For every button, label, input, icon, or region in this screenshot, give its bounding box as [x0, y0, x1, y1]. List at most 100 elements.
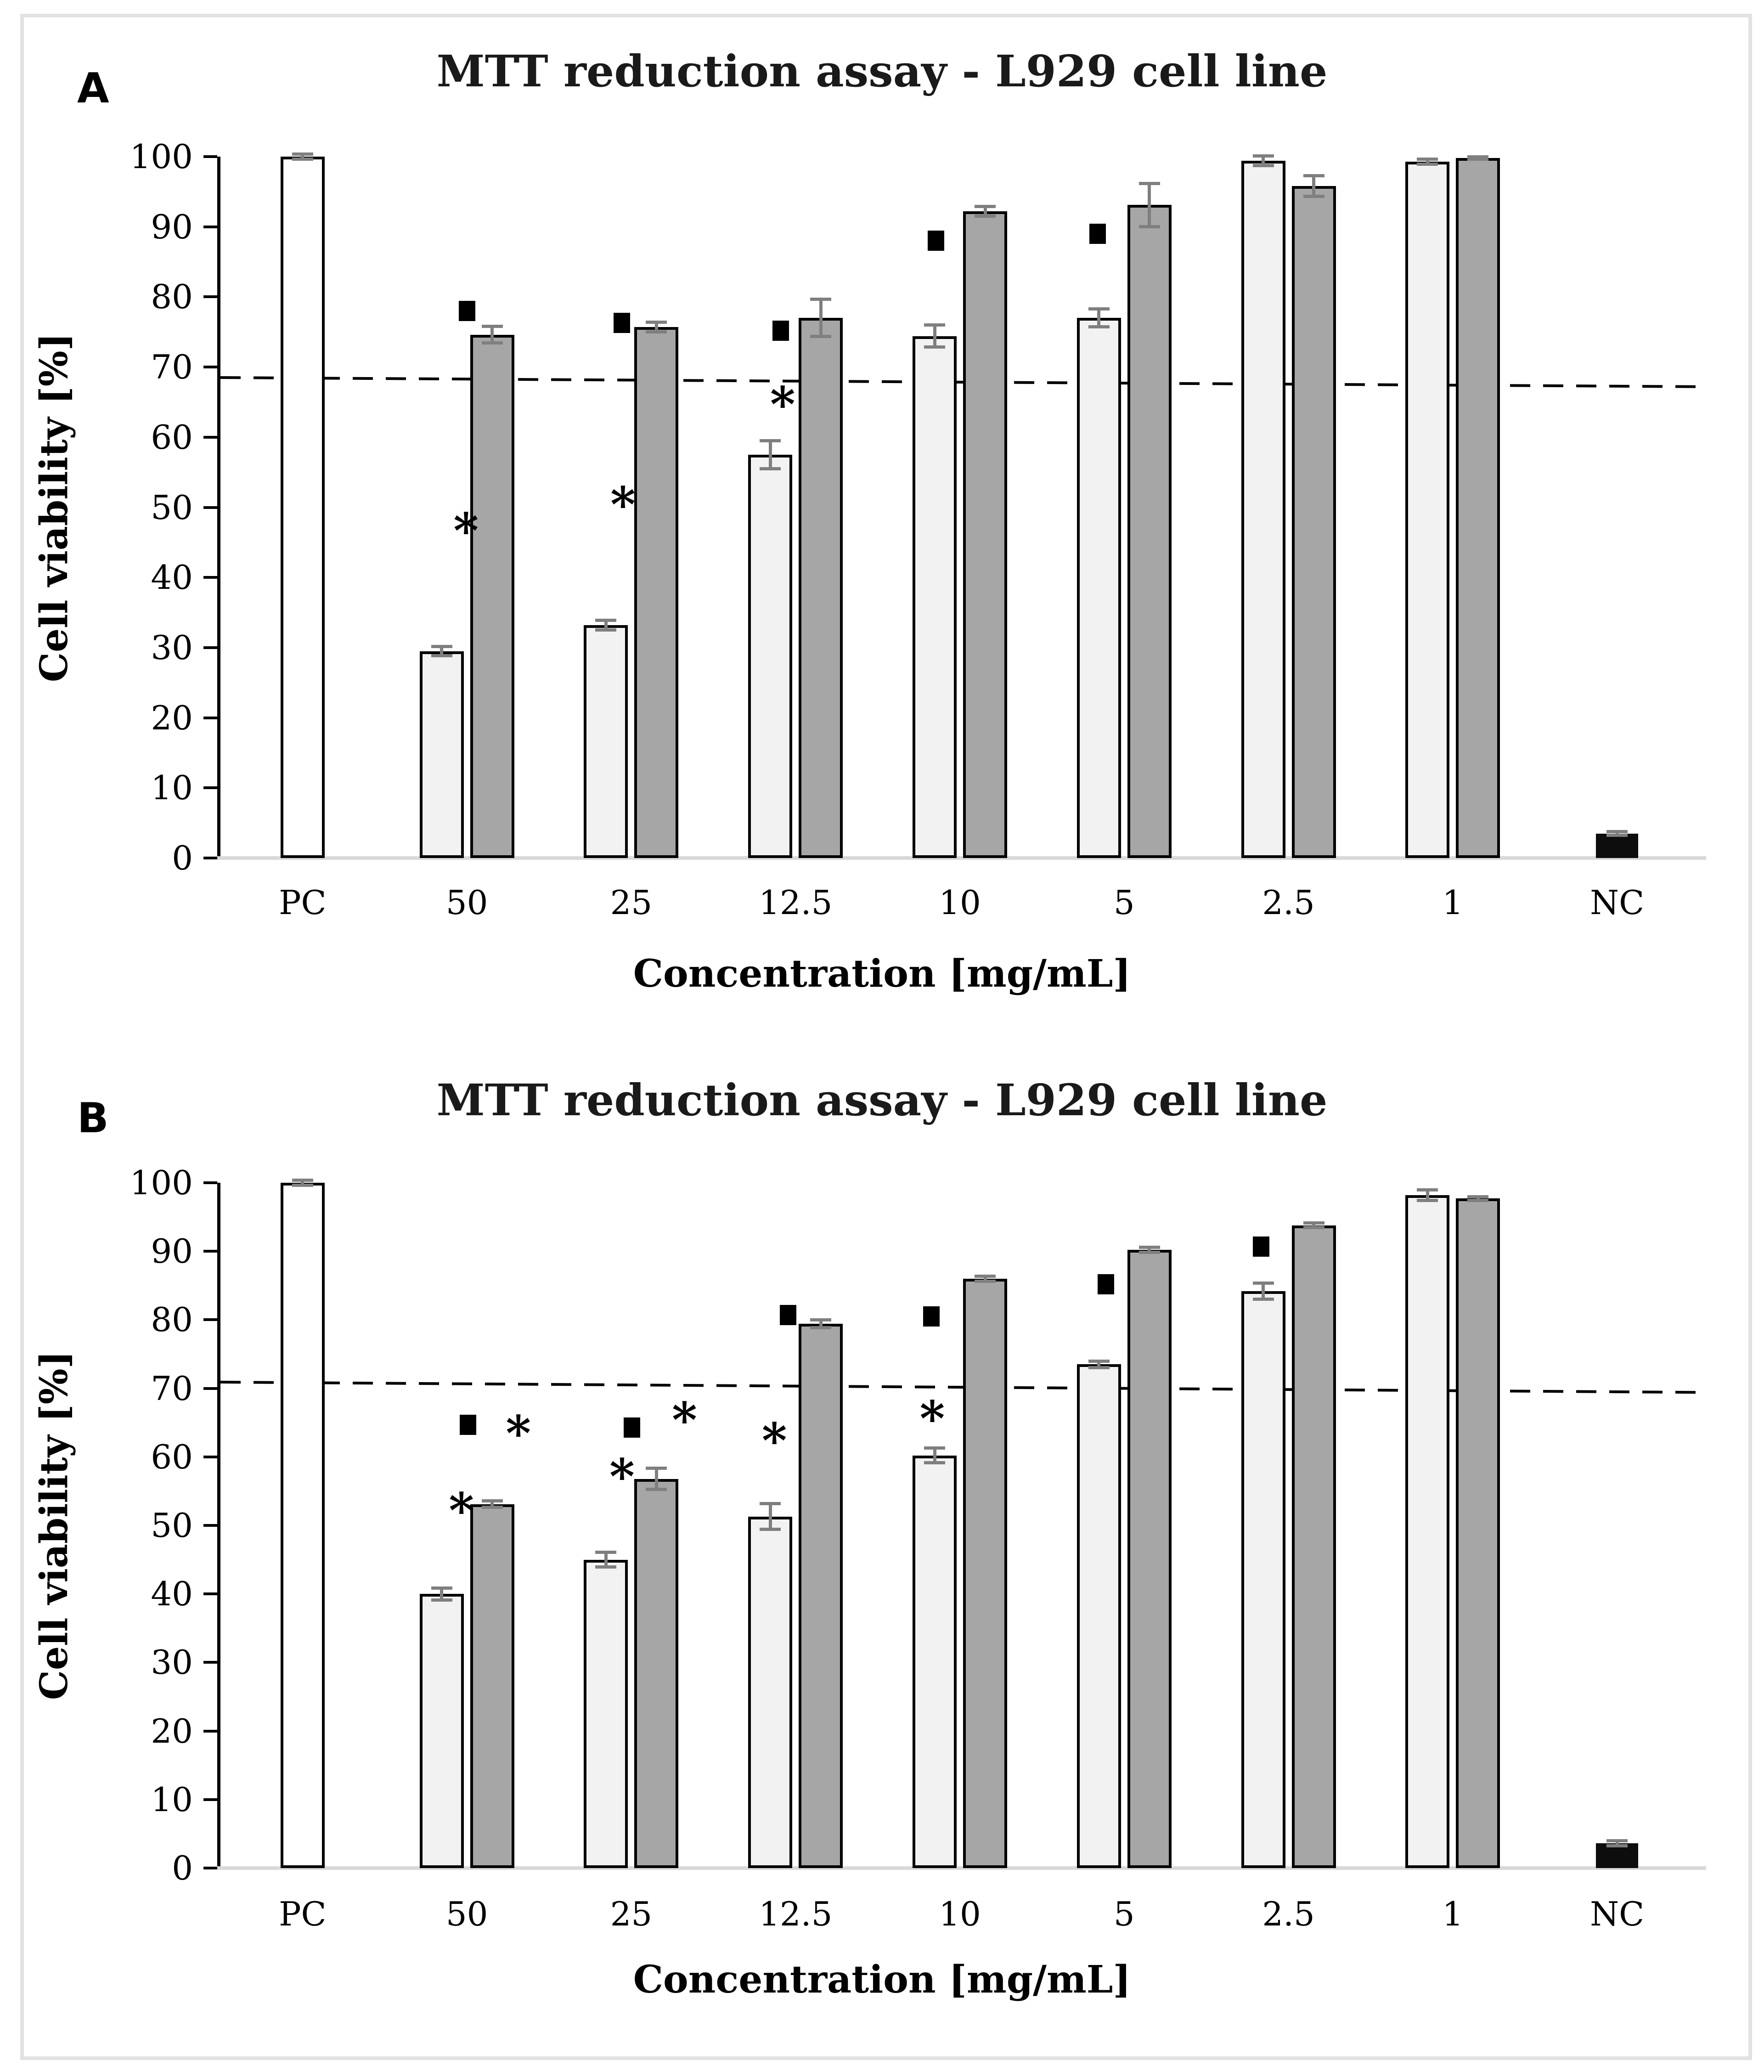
- significance-square: [458, 300, 475, 321]
- y-tick-mark: [203, 366, 217, 369]
- significance-square: [780, 1304, 797, 1325]
- x-category-label: NC: [1590, 1895, 1645, 1933]
- error-bar-cap-top: [431, 644, 452, 648]
- significance-square: [1097, 1274, 1114, 1294]
- error-bar-cap-top: [1467, 1195, 1489, 1198]
- y-tick-mark: [203, 716, 217, 719]
- x-axis-line: [217, 856, 1706, 860]
- y-tick-label: 60: [151, 418, 193, 457]
- y-tick-mark: [203, 155, 217, 158]
- y-tick-label: 20: [151, 1711, 193, 1750]
- error-bar-cap-top: [810, 297, 832, 301]
- error-bar-line: [301, 1179, 304, 1187]
- error-bar-cap-bottom: [1467, 1198, 1489, 1202]
- error-bar-cap-bottom: [1252, 164, 1274, 167]
- x-category-label: 10: [939, 1895, 981, 1933]
- y-tick-label: 70: [151, 348, 193, 387]
- y-tick-mark: [203, 786, 217, 790]
- y-axis-line: [217, 1183, 220, 1870]
- y-tick-label: 30: [151, 1643, 193, 1682]
- y-tick-mark: [203, 1798, 217, 1801]
- error-bar: [431, 1586, 452, 1602]
- y-tick-mark: [203, 1592, 217, 1596]
- error-bar-cap-bottom: [975, 1279, 996, 1283]
- error-bar: [760, 439, 781, 470]
- bar-5-dark: [1127, 1250, 1172, 1868]
- bar-10-dark: [963, 211, 1007, 858]
- y-tick-label: 80: [151, 1300, 193, 1339]
- significance-square: [772, 320, 789, 341]
- plot-area-A: 0 10 20 30 40 50 60 70 80 90 100 PC * 50 * 25 * 12.5 10 5 2.…: [130, 137, 1706, 922]
- error-bar: [810, 297, 832, 339]
- bar-12.5-dark: [799, 318, 843, 858]
- error-bar-cap-top: [292, 152, 313, 156]
- bar-5-light: [1076, 1364, 1121, 1868]
- error-bar-line: [933, 1446, 936, 1465]
- error-bar-cap-bottom: [1417, 1198, 1438, 1202]
- panel-label-B: B: [77, 1094, 109, 1142]
- x-category-label: 1: [1442, 883, 1464, 922]
- significance-star: *: [671, 1391, 697, 1449]
- error-bar: [924, 323, 945, 349]
- error-bar-cap-bottom: [760, 467, 781, 470]
- error-bar-cap-top: [1606, 1839, 1628, 1843]
- bar-25-dark: [634, 1479, 679, 1868]
- x-category-label: 1: [1442, 1895, 1464, 1933]
- error-bar: [1606, 830, 1628, 837]
- error-bar-line: [490, 325, 494, 345]
- error-bar: [595, 619, 617, 632]
- error-bar-line: [983, 1274, 987, 1283]
- x-axis-title-A: Concentration [mg/mL]: [633, 952, 1131, 996]
- y-axis-line: [217, 157, 220, 860]
- error-bar-cap-top: [1467, 155, 1489, 158]
- error-bar: [1303, 174, 1324, 198]
- error-bar-line: [440, 1586, 444, 1602]
- y-tick-mark: [203, 857, 217, 859]
- error-bar-cap-bottom: [481, 341, 503, 345]
- error-bar-line: [1476, 1195, 1480, 1202]
- error-bar-cap-bottom: [646, 1488, 667, 1491]
- error-bar-cap-top: [1138, 1246, 1160, 1249]
- error-bar-cap-bottom: [292, 1183, 313, 1187]
- error-bar-line: [1097, 1359, 1101, 1369]
- error-bar: [595, 1551, 617, 1569]
- y-tick-label: 90: [151, 1232, 193, 1271]
- error-bar-cap-bottom: [1417, 162, 1438, 166]
- error-bar-line: [1615, 1839, 1619, 1848]
- error-bar-cap-top: [1138, 181, 1160, 185]
- error-bar-cap-top: [1088, 1359, 1110, 1363]
- plot-area-B: 0 10 20 30 40 50 60 70 80 90 100 PC * * 50 * * 25 * 12.5 * 10…: [130, 1163, 1706, 1933]
- y-tick-label: 20: [151, 698, 193, 737]
- error-bar-cap-bottom: [924, 345, 945, 349]
- y-tick-label: 80: [151, 277, 193, 316]
- x-category-label: 50: [445, 883, 488, 922]
- significance-star: *: [453, 502, 479, 559]
- error-bar: [1138, 1246, 1160, 1254]
- y-tick-label: 50: [151, 488, 193, 527]
- y-tick-mark: [203, 225, 217, 228]
- error-bar: [924, 1446, 945, 1465]
- panel-label-A: A: [77, 64, 109, 113]
- y-tick-label: 0: [172, 839, 193, 877]
- bar-1-dark: [1456, 158, 1500, 858]
- error-bar-line: [1262, 154, 1265, 167]
- error-bar-line: [983, 205, 987, 218]
- x-category-label: NC: [1590, 883, 1645, 922]
- error-bar-cap-top: [1252, 1281, 1274, 1285]
- error-bar-cap-bottom: [1088, 1366, 1110, 1369]
- error-bar: [1417, 1188, 1438, 1202]
- bar-50-dark: [470, 334, 514, 858]
- error-bar-cap-top: [1303, 174, 1324, 178]
- error-bar-line: [768, 1502, 772, 1531]
- error-bar: [292, 1179, 313, 1187]
- error-bar-cap-top: [1417, 157, 1438, 161]
- error-bar: [1138, 181, 1160, 228]
- y-tick-mark: [203, 646, 217, 649]
- error-bar-cap-top: [481, 325, 503, 328]
- significance-star: *: [506, 1404, 531, 1462]
- error-bar: [292, 152, 313, 161]
- y-tick-label: 10: [151, 768, 193, 807]
- x-axis-line: [217, 1866, 1706, 1870]
- x-category-label: 5: [1113, 883, 1135, 922]
